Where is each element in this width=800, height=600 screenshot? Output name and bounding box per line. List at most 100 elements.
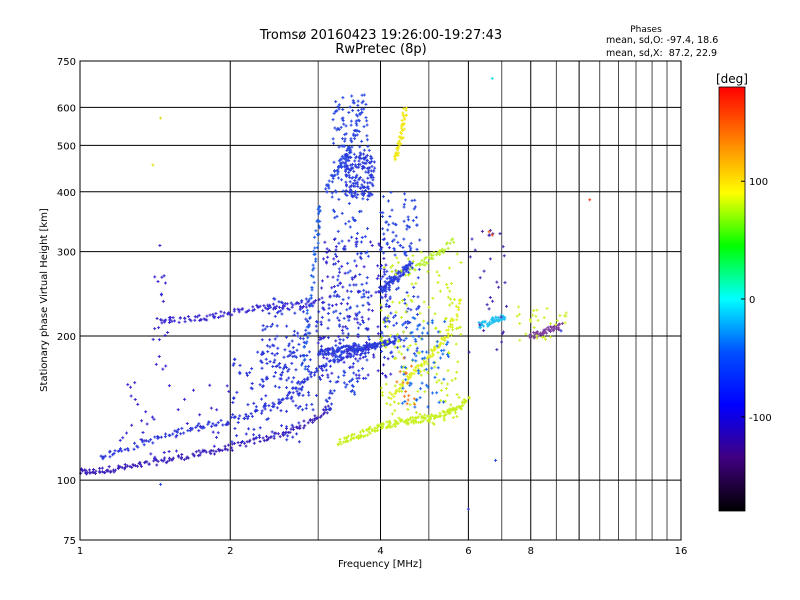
data-point (326, 373, 330, 377)
data-point (420, 357, 424, 361)
data-point (348, 191, 352, 195)
data-point (447, 355, 451, 359)
data-point (404, 113, 408, 117)
data-point (94, 469, 98, 473)
data-point (307, 390, 311, 394)
data-point (437, 400, 441, 404)
data-point (155, 317, 159, 321)
data-point (418, 412, 422, 416)
data-point (353, 347, 357, 351)
data-point (294, 355, 298, 359)
data-point (308, 297, 312, 301)
data-point (265, 438, 269, 442)
data-point (382, 232, 386, 236)
data-point (238, 444, 242, 448)
data-point (402, 338, 406, 342)
data-point (409, 382, 413, 386)
data-point (411, 334, 415, 338)
data-point (117, 466, 121, 470)
data-point (227, 390, 231, 394)
data-point (417, 267, 421, 271)
data-point (250, 414, 254, 418)
data-point (365, 276, 369, 280)
data-point (502, 318, 506, 322)
data-point (436, 351, 440, 355)
data-point (371, 169, 375, 173)
data-point (371, 175, 375, 179)
data-point (130, 465, 134, 469)
data-point (346, 332, 350, 336)
data-point (435, 270, 439, 274)
y-tick-label: 600 (57, 103, 76, 114)
data-point (245, 440, 249, 444)
data-point (378, 345, 382, 349)
data-point (113, 449, 117, 453)
data-point (320, 286, 324, 290)
data-point (306, 421, 310, 425)
data-point (411, 254, 415, 258)
data-point (404, 389, 408, 393)
y-tick-label: 75 (63, 536, 76, 547)
data-point (366, 296, 370, 300)
data-point (312, 252, 316, 256)
data-point (325, 190, 329, 194)
data-point (367, 148, 371, 152)
data-point (386, 199, 390, 203)
data-point (441, 251, 445, 255)
data-point (332, 238, 336, 242)
data-point (244, 444, 248, 448)
data-point (123, 465, 127, 469)
data-point (462, 398, 466, 402)
data-point (408, 244, 412, 248)
data-point (373, 429, 377, 433)
data-point (382, 270, 386, 274)
data-point (397, 145, 401, 149)
data-point (393, 419, 397, 423)
data-point (350, 94, 354, 98)
data-point (381, 287, 385, 291)
data-point (339, 161, 343, 165)
data-point (348, 146, 352, 150)
data-point (277, 385, 281, 389)
data-point (433, 345, 437, 349)
data-point (232, 357, 236, 361)
data-point (312, 266, 316, 270)
data-point (370, 156, 374, 160)
x-tick-label: 16 (675, 546, 688, 557)
data-point (246, 414, 250, 418)
data-point (398, 345, 402, 349)
data-point (393, 345, 397, 349)
data-point (455, 314, 459, 318)
data-point (380, 305, 384, 309)
data-point (274, 307, 278, 311)
data-point (327, 248, 331, 252)
data-point (197, 422, 201, 426)
data-point (252, 441, 256, 445)
data-points (79, 76, 592, 511)
data-point (268, 360, 272, 364)
data-point (356, 193, 360, 197)
data-point (309, 375, 313, 379)
data-point (517, 312, 521, 316)
data-point (354, 164, 358, 168)
data-point (262, 439, 266, 443)
data-point (311, 420, 315, 424)
data-point (546, 325, 550, 329)
data-point (336, 105, 340, 109)
data-point (398, 143, 402, 147)
data-point (297, 440, 301, 444)
data-point (408, 248, 412, 252)
data-point (372, 160, 376, 164)
data-point (400, 389, 404, 393)
data-point (384, 304, 388, 308)
data-point (387, 246, 391, 250)
data-point (405, 227, 409, 231)
data-point (230, 440, 234, 444)
data-point (370, 346, 374, 350)
data-point (413, 419, 417, 423)
data-point (458, 301, 462, 305)
data-point (176, 427, 180, 431)
data-point (335, 214, 339, 218)
data-point (318, 415, 322, 419)
data-point (245, 371, 249, 375)
